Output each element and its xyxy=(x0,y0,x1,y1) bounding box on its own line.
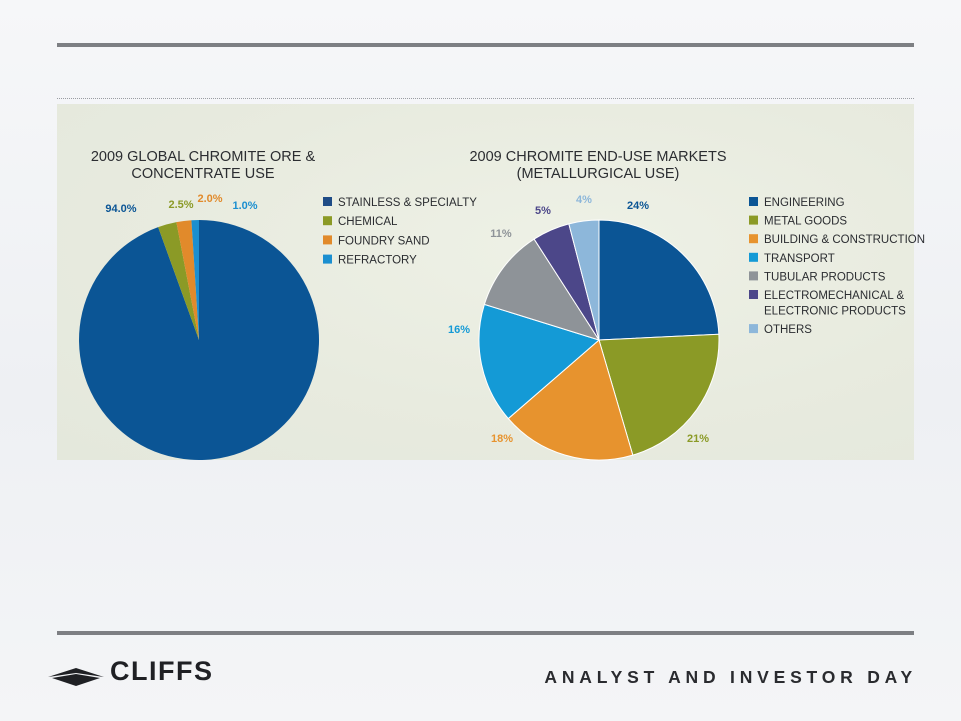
cliffs-logo-icon xyxy=(48,668,104,686)
chart1-slice xyxy=(176,220,199,340)
chart2-slice xyxy=(568,219,600,341)
chart2-slice xyxy=(478,303,601,420)
chart2-legend-swatch xyxy=(749,252,758,262)
chart2-pct-label: 16% xyxy=(448,324,470,336)
chart1-slice xyxy=(158,222,199,340)
chart2-legend-label: ELECTRONIC PRODUCTS xyxy=(764,306,906,318)
chart1-legend-swatch xyxy=(323,235,332,245)
chart2-pct-label: 18% xyxy=(491,433,513,445)
chart1-legend-swatch xyxy=(323,216,332,226)
brand-name: CLIFFS xyxy=(110,656,214,686)
chart2-slice xyxy=(598,219,720,341)
chart2-legend-label: BUILDING & CONSTRUCTION xyxy=(764,234,925,246)
chart2-legend-label: ENGINEERING xyxy=(764,197,845,209)
chart1-legend-label: FOUNDRY SAND xyxy=(338,235,430,247)
chart1-pct-label: 1.0% xyxy=(232,200,257,212)
chart2-pct-label: 5% xyxy=(535,205,551,217)
chart2-title-line: 2009 CHROMITE END-USE MARKETS xyxy=(469,149,726,165)
chart1-legend-label: STAINLESS & SPECIALTY xyxy=(338,197,477,209)
chart2-title-line: (METALLURGICAL USE) xyxy=(517,166,680,182)
chart2-legend-swatch xyxy=(749,290,758,299)
top-rule xyxy=(57,43,914,47)
chart1-pct-label: 2.5% xyxy=(168,199,193,211)
chart1-legend-label: CHEMICAL xyxy=(338,216,398,228)
chart2-legend-swatch xyxy=(749,271,758,281)
chart2-pct-label: 21% xyxy=(687,433,709,445)
event-tagline: ANALYST AND INVESTOR DAY xyxy=(544,667,917,687)
chart2-legend-swatch xyxy=(749,234,758,244)
chart2-pct-label: 11% xyxy=(490,228,512,240)
dotted-divider xyxy=(57,98,914,99)
chart2-pct-label: 24% xyxy=(627,200,649,212)
chart1-pct-label: 94.0% xyxy=(105,203,136,215)
chart2-legend-label: OTHERS xyxy=(764,324,812,336)
chart2-legend-label: TUBULAR PRODUCTS xyxy=(764,271,886,283)
chart2-slice xyxy=(507,339,634,461)
chart2-slice xyxy=(483,238,601,341)
chart1-slice xyxy=(191,220,199,340)
chart2-legend-swatch xyxy=(749,215,758,225)
chart1-slice xyxy=(79,220,320,460)
chart2-pct-label: 4% xyxy=(576,194,592,206)
chart1-legend-label: REFRACTORY xyxy=(338,255,417,267)
bottom-rule xyxy=(57,631,914,635)
chart2-legend-label: TRANSPORT xyxy=(764,253,835,265)
chart1-legend-swatch xyxy=(323,254,332,264)
chart1-legend-swatch xyxy=(323,197,332,206)
chart1-title-line: CONCENTRATE USE xyxy=(131,166,274,182)
chart2-legend-label: METAL GOODS xyxy=(764,216,847,228)
chart2-legend-swatch xyxy=(749,324,758,334)
chart2-slice xyxy=(598,333,720,456)
chart2-legend-swatch xyxy=(749,197,758,206)
chart2-legend-label: ELECTROMECHANICAL & xyxy=(764,290,904,302)
chart1-title-line: 2009 GLOBAL CHROMITE ORE & xyxy=(91,149,316,165)
chart1-pct-label: 2.0% xyxy=(197,193,222,205)
